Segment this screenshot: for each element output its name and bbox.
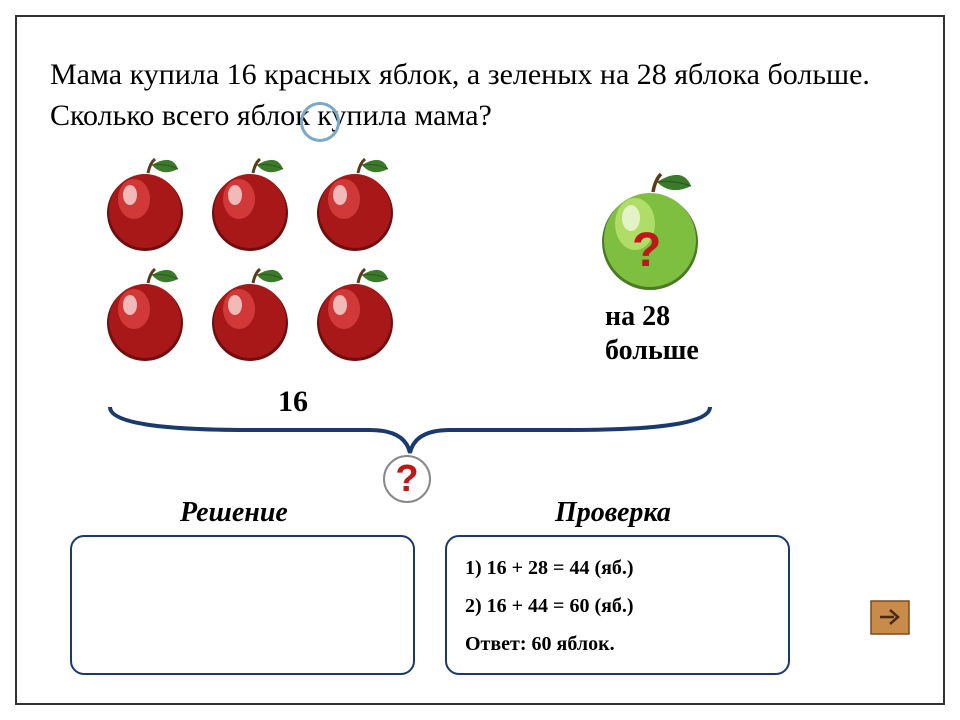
red-apples-group xyxy=(80,155,400,385)
check-label: Проверка xyxy=(555,497,671,529)
arrow-right-icon xyxy=(870,600,910,635)
red-apple xyxy=(205,155,295,260)
red-apple xyxy=(310,265,400,370)
accent-circle xyxy=(300,102,340,142)
check-line-1: 1) 16 + 28 = 44 (яб.) xyxy=(465,549,770,587)
total-question-icon: ? xyxy=(383,455,431,503)
check-line-2: 2) 16 + 44 = 60 (яб.) xyxy=(465,587,770,625)
check-answer: Ответ: 60 яблок. xyxy=(465,625,770,663)
question-mark-icon: ? xyxy=(395,458,418,501)
problem-text: Мама купила 16 красных яблок, а зеленых … xyxy=(50,55,930,136)
red-apple xyxy=(100,155,190,260)
next-button[interactable] xyxy=(870,600,910,635)
red-apple xyxy=(205,265,295,370)
check-box: 1) 16 + 28 = 44 (яб.) 2) 16 + 44 = 60 (я… xyxy=(445,535,790,675)
red-apple xyxy=(100,265,190,370)
red-apple xyxy=(310,155,400,260)
question-mark-icon: ? xyxy=(632,223,661,278)
green-more-label: на 28 больше xyxy=(605,300,755,367)
solution-label: Решение xyxy=(180,497,288,529)
solution-box xyxy=(70,535,415,675)
